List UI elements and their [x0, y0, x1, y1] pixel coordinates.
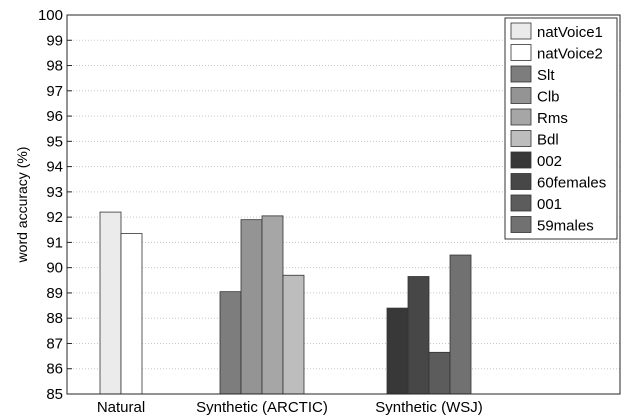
y-tick-label: 89: [46, 285, 63, 302]
legend-swatch: [510, 173, 532, 190]
legend-label: Slt: [537, 67, 555, 84]
y-tick-label: 85: [46, 386, 63, 403]
bar-001: [428, 351, 451, 395]
y-tick-label: 87: [46, 335, 63, 352]
legend-label: 002: [537, 153, 562, 170]
legend-swatch: [510, 108, 532, 126]
legend-swatch: [510, 194, 532, 212]
bar-002: [386, 307, 409, 395]
y-tick-label: 97: [46, 83, 63, 100]
bars: [99, 211, 472, 395]
legend-swatch: [510, 65, 532, 83]
grid-lines: [67, 39, 620, 370]
legend: natVoice1 natVoice2 Slt Clb Rms Bdl 002 60femal…: [504, 17, 618, 240]
bar-natVoice1: [99, 211, 122, 395]
bar-Bdl: [282, 274, 305, 395]
y-tick-label: 92: [46, 209, 63, 226]
legend-swatch: [510, 130, 532, 147]
legend-label: natVoice2: [537, 46, 603, 63]
bar-Clb: [240, 219, 263, 395]
legend-swatch: [510, 22, 532, 40]
legend-label: 60females: [537, 175, 606, 192]
y-tick-label: 99: [46, 32, 63, 49]
y-tick-label: 86: [46, 361, 63, 378]
legend-label: 59males: [537, 218, 594, 235]
bar-Rms: [261, 215, 284, 395]
y-tick-label: 100: [38, 7, 63, 24]
legend-label: 001: [537, 196, 562, 213]
legend-label: Rms: [537, 110, 568, 127]
axes: 85 86 87 88 89 90 91 92 93 94 95 96 97 98 99 100 Natural…: [38, 7, 483, 416]
y-tick-label: 94: [46, 159, 63, 176]
y-tick-label: 98: [46, 58, 63, 75]
y-tick-label: 95: [46, 133, 63, 150]
x-tick-label: Synthetic (ARCTIC): [196, 399, 328, 416]
y-axis-label: word accuracy (%): [14, 147, 30, 264]
bar-Slt: [219, 291, 242, 395]
legend-swatch: [510, 44, 532, 61]
x-tick-label: Natural: [97, 399, 145, 416]
bar-59males: [449, 254, 472, 395]
y-tick-label: 93: [46, 184, 63, 201]
legend-swatch: [510, 151, 532, 169]
legend-swatch: [510, 87, 532, 104]
plot-frame: [66, 14, 621, 395]
y-tick-label: 96: [46, 108, 63, 125]
y-tick-label: 90: [46, 260, 63, 277]
x-tick-label: Synthetic (WSJ): [375, 399, 483, 416]
legend-label: Clb: [537, 89, 560, 106]
y-tick-label: 91: [46, 234, 63, 251]
bar-60females: [407, 276, 430, 395]
legend-swatch: [510, 216, 532, 233]
legend-label: Bdl: [537, 132, 559, 149]
bar-natVoice2: [120, 233, 143, 395]
legend-label: natVoice1: [537, 24, 603, 41]
y-tick-label: 88: [46, 310, 63, 327]
